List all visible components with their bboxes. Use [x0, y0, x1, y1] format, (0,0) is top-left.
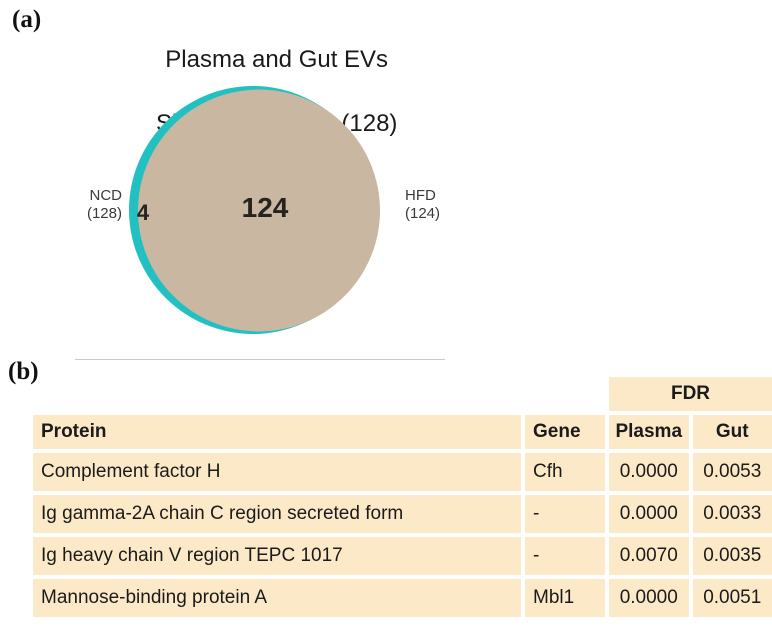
venn-shared-count: 124	[242, 192, 289, 223]
venn-title-line1: Plasma and Gut EVs	[165, 46, 389, 73]
venn-hfd-count: (124)	[405, 205, 440, 222]
gut-fdr-cell: 0.0035	[692, 537, 772, 575]
fdr-group-row: FDR	[33, 377, 772, 411]
plasma-fdr-cell: 0.0000	[609, 579, 689, 617]
panel-a-label: (a)	[12, 6, 42, 33]
gut-fdr-cell: 0.0033	[692, 495, 772, 533]
table-row: Complement factor H Cfh 0.0000 0.0053	[33, 453, 772, 491]
gene-cell: Mbl1	[525, 579, 605, 617]
fdr-group-header: FDR	[609, 377, 772, 411]
table-row: Ig gamma-2A chain C region secreted form…	[33, 495, 772, 533]
venn-hfd-label: HFD	[405, 187, 436, 204]
gene-cell: -	[525, 537, 605, 575]
gut-fdr-cell: 0.0053	[692, 453, 772, 491]
column-header-gut: Gut	[692, 415, 772, 449]
fdr-protein-table: FDR Protein Gene Plasma Gut Complement f…	[29, 373, 772, 621]
table-row: Ig heavy chain V region TEPC 1017 - 0.00…	[33, 537, 772, 575]
panel-divider	[75, 359, 445, 360]
gut-fdr-cell: 0.0051	[692, 579, 772, 617]
protein-cell: Complement factor H	[33, 453, 521, 491]
spacer-cell	[33, 377, 521, 411]
venn-ncd-count: (128)	[87, 205, 122, 222]
venn-left-only-count: 4	[137, 200, 150, 225]
column-header-row: Protein Gene Plasma Gut	[33, 415, 772, 449]
column-header-protein: Protein	[33, 415, 521, 449]
gene-cell: -	[525, 495, 605, 533]
protein-cell: Mannose-binding protein A	[33, 579, 521, 617]
protein-cell: Ig heavy chain V region TEPC 1017	[33, 537, 521, 575]
protein-cell: Ig gamma-2A chain C region secreted form	[33, 495, 521, 533]
venn-circle-hfd	[138, 89, 380, 332]
column-header-plasma: Plasma	[609, 415, 689, 449]
plasma-fdr-cell: 0.0000	[609, 495, 689, 533]
gene-cell: Cfh	[525, 453, 605, 491]
venn-ncd-label: NCD	[90, 187, 123, 204]
venn-diagram: 4 124 NCD (128) HFD (124)	[87, 86, 440, 334]
panel-b-label: (b)	[8, 358, 39, 385]
spacer-cell	[525, 377, 605, 411]
plasma-fdr-cell: 0.0000	[609, 453, 689, 491]
plasma-fdr-cell: 0.0070	[609, 537, 689, 575]
column-header-gene: Gene	[525, 415, 605, 449]
table-row: Mannose-binding protein A Mbl1 0.0000 0.…	[33, 579, 772, 617]
